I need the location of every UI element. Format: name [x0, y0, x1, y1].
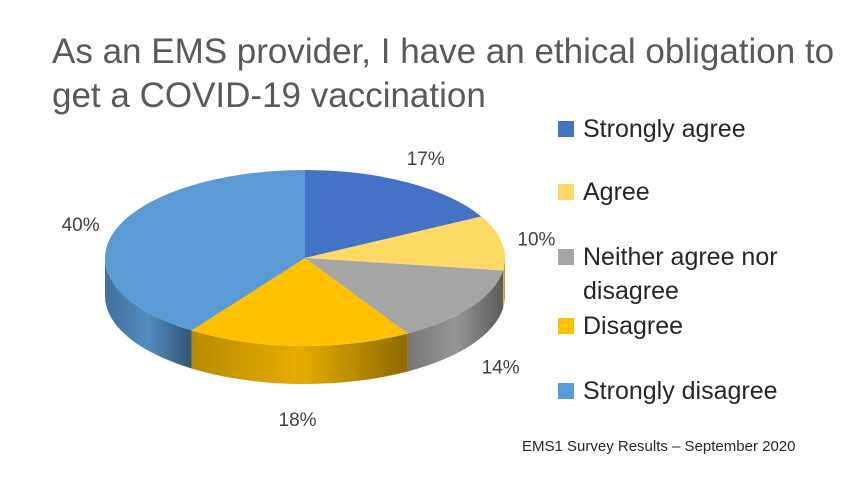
- legend-label: Strongly agree: [583, 115, 746, 143]
- data-label-disagree: 18%: [279, 410, 317, 431]
- legend-swatch: [558, 249, 574, 265]
- pie-slice-neither-agree-nor-disagree: [305, 258, 503, 334]
- source-note: EMS1 Survey Results – September 2020: [522, 438, 796, 455]
- pie-slices: [105, 170, 505, 346]
- pie-wall-strongly-disagree: [105, 258, 192, 369]
- chart-title: As an EMS provider, I have an ethical ob…: [52, 32, 835, 115]
- pie-wall-neither-agree-nor-disagree: [407, 270, 503, 372]
- legend-swatch: [558, 318, 574, 334]
- data-label-agree: 10%: [517, 230, 555, 251]
- pie-slice-strongly-agree: [305, 170, 482, 258]
- legend-item-agree: Agree: [558, 175, 838, 209]
- legend-item-strongly-agree: Strongly agree: [558, 112, 838, 146]
- legend-item-neither: Neither agree nor disagree: [558, 240, 838, 308]
- pie-data-labels: 17% 10% 14% 18% 40%: [62, 149, 556, 431]
- legend-label: Agree: [583, 178, 650, 206]
- data-label-strongly-disagree: 40%: [62, 215, 100, 236]
- pie-wall-agree: [502, 258, 505, 309]
- legend-swatch: [558, 383, 574, 399]
- pie-slice-strongly-disagree: [105, 170, 306, 331]
- legend-label: Disagree: [583, 312, 684, 340]
- pie-slice-disagree: [191, 258, 408, 346]
- pie-slice-agree: [305, 216, 505, 271]
- legend-swatch: [558, 121, 574, 137]
- legend-item-strongly-disagree: Strongly disagree: [558, 374, 838, 408]
- legend-item-disagree: Disagree: [558, 309, 838, 343]
- legend-label: Strongly disagree: [583, 377, 778, 405]
- data-label-strongly-agree: 17%: [407, 149, 445, 170]
- legend-swatch: [558, 184, 574, 200]
- legend-label: Neither agree nor disagree: [583, 243, 778, 305]
- data-label-neither-agree-nor-disagree: 14%: [482, 357, 520, 378]
- pie-wall-disagree: [191, 330, 408, 384]
- pie-side-walls: [105, 258, 505, 384]
